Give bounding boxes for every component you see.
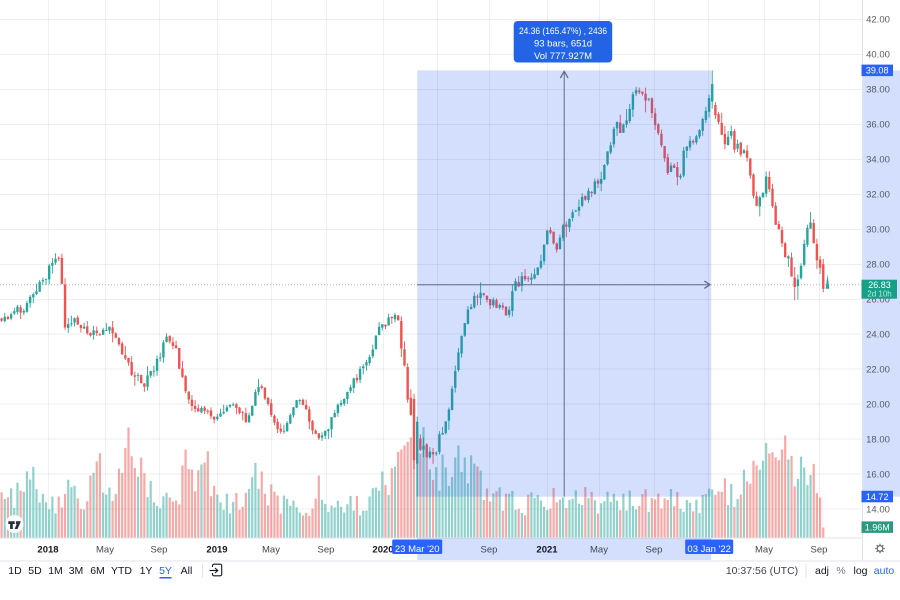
svg-text:All: All (181, 565, 193, 577)
svg-text:30.00: 30.00 (866, 225, 890, 236)
svg-text:Sep: Sep (318, 545, 335, 556)
svg-text:34.00: 34.00 (866, 155, 890, 166)
svg-text:5D: 5D (28, 565, 42, 577)
svg-text:Vol 777.927M: Vol 777.927M (534, 51, 592, 62)
svg-text:16.00: 16.00 (866, 469, 890, 480)
svg-text:adj: adj (815, 565, 829, 577)
svg-text:32.00: 32.00 (866, 190, 890, 201)
svg-text:24.36 (165.47%) , 2436: 24.36 (165.47%) , 2436 (519, 26, 607, 37)
svg-text:May: May (590, 545, 608, 556)
svg-text:14.72: 14.72 (866, 492, 889, 502)
svg-text:2021: 2021 (536, 545, 558, 556)
svg-text:2018: 2018 (37, 545, 58, 556)
svg-text:5Y: 5Y (159, 565, 172, 577)
svg-text:May: May (755, 545, 773, 556)
svg-text:3M: 3M (69, 565, 84, 577)
svg-text:Sep: Sep (646, 545, 663, 556)
svg-text:23 Mar '20: 23 Mar '20 (395, 544, 440, 555)
svg-text:42.00: 42.00 (866, 15, 890, 26)
svg-text:1D: 1D (8, 565, 22, 577)
svg-text:36.00: 36.00 (866, 120, 890, 131)
svg-text:log: log (853, 565, 867, 577)
svg-text:22.00: 22.00 (866, 364, 890, 375)
svg-text:93 bars, 651d: 93 bars, 651d (534, 39, 592, 50)
svg-text:Sep: Sep (811, 545, 828, 556)
svg-text:1M: 1M (48, 565, 63, 577)
svg-text:14.00: 14.00 (866, 504, 890, 515)
svg-text:24.00: 24.00 (866, 329, 890, 340)
svg-text:auto: auto (874, 565, 895, 577)
svg-text:6M: 6M (90, 565, 105, 577)
svg-text:%: % (836, 565, 845, 577)
svg-text:Sep: Sep (151, 545, 168, 556)
svg-text:39.08: 39.08 (866, 66, 889, 76)
svg-text:26.00: 26.00 (866, 295, 890, 306)
svg-text:40.00: 40.00 (866, 50, 890, 61)
svg-text:1.96M: 1.96M (865, 522, 890, 532)
svg-text:1Y: 1Y (140, 565, 153, 577)
svg-text:2d 10h: 2d 10h (867, 289, 891, 298)
svg-text:03 Jan '22: 03 Jan '22 (687, 544, 731, 555)
svg-text:YTD: YTD (111, 565, 132, 577)
svg-text:10:37:56 (UTC): 10:37:56 (UTC) (726, 565, 798, 577)
svg-text:18.00: 18.00 (866, 434, 890, 445)
svg-text:28.00: 28.00 (866, 260, 890, 271)
svg-text:26.83: 26.83 (868, 280, 891, 290)
svg-text:May: May (96, 545, 114, 556)
svg-text:2019: 2019 (206, 545, 227, 556)
svg-text:2020: 2020 (372, 545, 393, 556)
svg-text:Sep: Sep (481, 545, 498, 556)
svg-text:38.00: 38.00 (866, 85, 890, 96)
svg-text:May: May (262, 545, 280, 556)
svg-text:20.00: 20.00 (866, 399, 890, 410)
